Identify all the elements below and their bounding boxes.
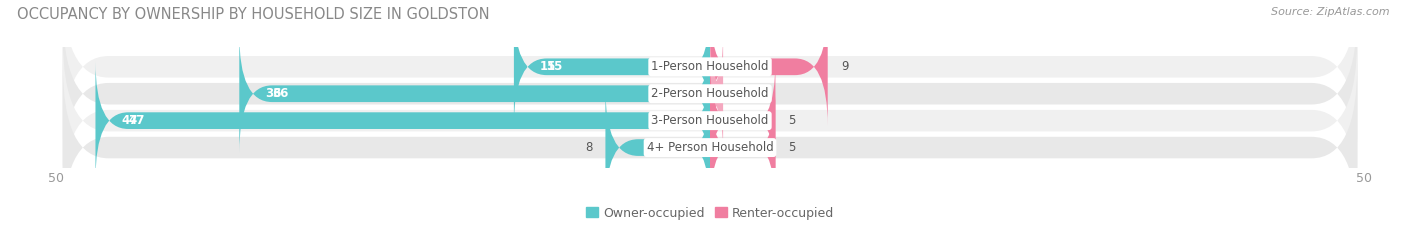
Text: 47: 47 (122, 114, 138, 127)
FancyBboxPatch shape (239, 35, 710, 153)
FancyBboxPatch shape (710, 62, 776, 180)
FancyBboxPatch shape (606, 89, 710, 206)
Text: 1-Person Household: 1-Person Household (651, 60, 769, 73)
FancyBboxPatch shape (515, 8, 710, 126)
Text: 9: 9 (841, 60, 848, 73)
FancyBboxPatch shape (63, 37, 1357, 204)
Text: Source: ZipAtlas.com: Source: ZipAtlas.com (1271, 7, 1389, 17)
Text: 15: 15 (547, 60, 562, 73)
Text: 1: 1 (737, 87, 744, 100)
Text: OCCUPANCY BY OWNERSHIP BY HOUSEHOLD SIZE IN GOLDSTON: OCCUPANCY BY OWNERSHIP BY HOUSEHOLD SIZE… (17, 7, 489, 22)
FancyBboxPatch shape (63, 64, 1357, 231)
FancyBboxPatch shape (710, 89, 776, 206)
Text: 36: 36 (271, 87, 288, 100)
Text: 4+ Person Household: 4+ Person Household (647, 141, 773, 154)
Text: 5: 5 (789, 114, 796, 127)
FancyBboxPatch shape (63, 10, 1357, 177)
Text: 15: 15 (540, 60, 557, 73)
Text: 3-Person Household: 3-Person Household (651, 114, 769, 127)
Text: 47: 47 (128, 114, 145, 127)
FancyBboxPatch shape (690, 35, 742, 153)
Text: 36: 36 (266, 87, 281, 100)
FancyBboxPatch shape (710, 8, 828, 126)
Text: 2-Person Household: 2-Person Household (651, 87, 769, 100)
Text: 5: 5 (789, 141, 796, 154)
Legend: Owner-occupied, Renter-occupied: Owner-occupied, Renter-occupied (581, 202, 839, 225)
Text: 8: 8 (585, 141, 592, 154)
FancyBboxPatch shape (96, 62, 710, 180)
FancyBboxPatch shape (63, 0, 1357, 150)
